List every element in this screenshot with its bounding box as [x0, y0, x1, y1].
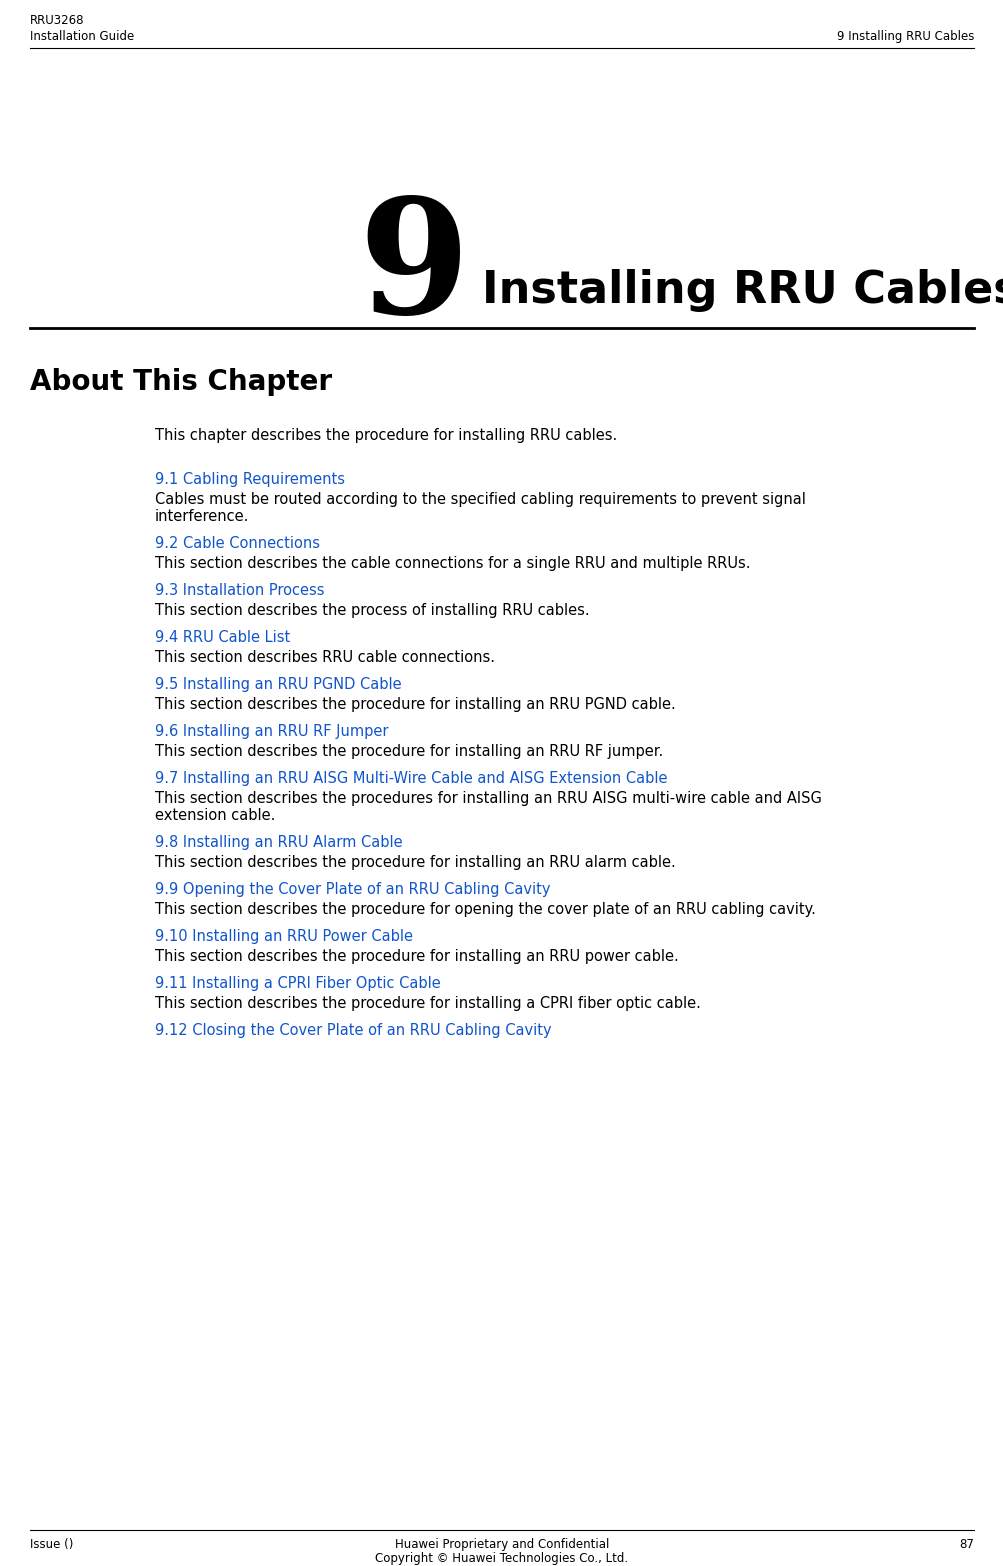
Text: 9: 9 — [358, 193, 469, 348]
Text: 9.2 Cable Connections: 9.2 Cable Connections — [154, 536, 320, 551]
Text: interference.: interference. — [154, 509, 249, 525]
Text: 9.10 Installing an RRU Power Cable: 9.10 Installing an RRU Power Cable — [154, 929, 412, 944]
Text: 9.11 Installing a CPRI Fiber Optic Cable: 9.11 Installing a CPRI Fiber Optic Cable — [154, 976, 440, 991]
Text: Copyright © Huawei Technologies Co., Ltd.: Copyright © Huawei Technologies Co., Ltd… — [375, 1552, 628, 1564]
Text: This section describes the process of installing RRU cables.: This section describes the process of in… — [154, 603, 589, 619]
Text: 9.6 Installing an RRU RF Jumper: 9.6 Installing an RRU RF Jumper — [154, 723, 388, 739]
Text: This section describes RRU cable connections.: This section describes RRU cable connect… — [154, 650, 494, 666]
Text: This section describes the procedures for installing an RRU AISG multi-wire cabl: This section describes the procedures fo… — [154, 791, 821, 806]
Text: About This Chapter: About This Chapter — [30, 368, 332, 396]
Text: 9.4 RRU Cable List: 9.4 RRU Cable List — [154, 630, 290, 645]
Text: Cables must be routed according to the specified cabling requirements to prevent: Cables must be routed according to the s… — [154, 492, 805, 507]
Text: 9 Installing RRU Cables: 9 Installing RRU Cables — [835, 30, 973, 42]
Text: This section describes the cable connections for a single RRU and multiple RRUs.: This section describes the cable connect… — [154, 556, 750, 572]
Text: This section describes the procedure for installing an RRU alarm cable.: This section describes the procedure for… — [154, 855, 675, 871]
Text: 9.7 Installing an RRU AISG Multi-Wire Cable and AISG Extension Cable: 9.7 Installing an RRU AISG Multi-Wire Ca… — [154, 770, 667, 786]
Text: extension cable.: extension cable. — [154, 808, 275, 824]
Text: This section describes the procedure for installing an RRU power cable.: This section describes the procedure for… — [154, 949, 678, 965]
Text: Issue (): Issue () — [30, 1538, 73, 1550]
Text: 9.8 Installing an RRU Alarm Cable: 9.8 Installing an RRU Alarm Cable — [154, 835, 402, 850]
Text: 87: 87 — [958, 1538, 973, 1550]
Text: 9.1 Cabling Requirements: 9.1 Cabling Requirements — [154, 471, 345, 487]
Text: This chapter describes the procedure for installing RRU cables.: This chapter describes the procedure for… — [154, 428, 617, 443]
Text: Installation Guide: Installation Guide — [30, 30, 134, 42]
Text: Huawei Proprietary and Confidential: Huawei Proprietary and Confidential — [394, 1538, 609, 1550]
Text: 9.9 Opening the Cover Plate of an RRU Cabling Cavity: 9.9 Opening the Cover Plate of an RRU Ca… — [154, 882, 550, 897]
Text: RRU3268: RRU3268 — [30, 14, 84, 27]
Text: This section describes the procedure for installing an RRU RF jumper.: This section describes the procedure for… — [154, 744, 663, 760]
Text: This section describes the procedure for installing a CPRI fiber optic cable.: This section describes the procedure for… — [154, 996, 700, 1012]
Text: This section describes the procedure for installing an RRU PGND cable.: This section describes the procedure for… — [154, 697, 675, 713]
Text: This section describes the procedure for opening the cover plate of an RRU cabli: This section describes the procedure for… — [154, 902, 815, 918]
Text: 9.12 Closing the Cover Plate of an RRU Cabling Cavity: 9.12 Closing the Cover Plate of an RRU C… — [154, 1023, 551, 1038]
Text: 9.5 Installing an RRU PGND Cable: 9.5 Installing an RRU PGND Cable — [154, 677, 401, 692]
Text: 9.3 Installation Process: 9.3 Installation Process — [154, 583, 324, 598]
Text: Installing RRU Cables: Installing RRU Cables — [481, 268, 1003, 312]
